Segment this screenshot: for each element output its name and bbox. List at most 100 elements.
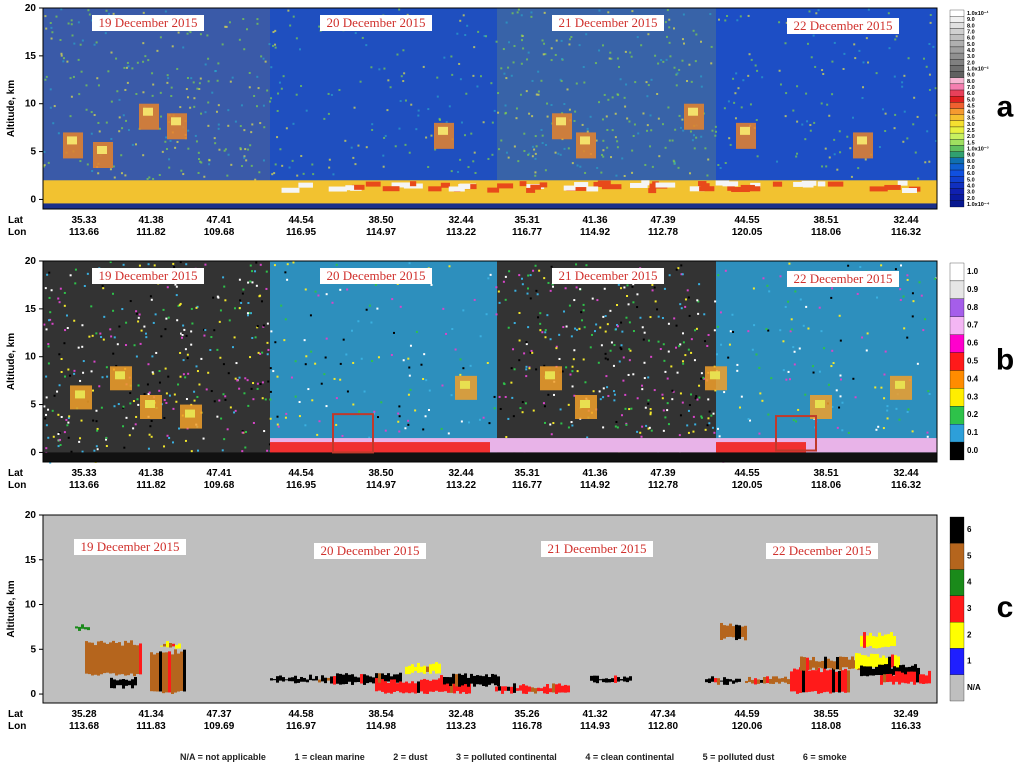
noise-speckle: [678, 114, 681, 117]
noise-speckle: [815, 12, 818, 15]
noise-speckle: [229, 80, 232, 83]
noise-speckle: [926, 431, 929, 434]
aerosol-layer: [537, 687, 540, 692]
noise-speckle: [345, 353, 348, 356]
aerosol-layer: [381, 673, 384, 685]
x-tick-lon: 109.69: [204, 721, 235, 732]
noise-speckle: [541, 39, 544, 42]
noise-speckle: [91, 389, 94, 392]
x-tick-lat: 44.55: [734, 215, 759, 226]
noise-speckle: [392, 331, 395, 334]
noise-speckle: [709, 13, 712, 16]
cloud-feature: [576, 132, 596, 159]
noise-speckle: [874, 386, 877, 389]
noise-speckle: [276, 415, 279, 418]
noise-speckle: [234, 377, 237, 380]
noise-speckle: [121, 308, 124, 311]
noise-speckle: [363, 390, 366, 393]
noise-speckle: [621, 330, 624, 333]
noise-speckle: [628, 408, 631, 411]
noise-speckle: [695, 395, 698, 398]
noise-speckle: [682, 362, 685, 365]
aerosol-layer: [890, 668, 893, 678]
aerosol-layer: [348, 674, 351, 682]
noise-speckle: [484, 35, 487, 38]
x-tick-lon: 113.66: [69, 480, 99, 491]
noise-speckle: [171, 441, 174, 444]
aerosol-layer: [586, 186, 599, 192]
colorbar-label: 8.0: [967, 79, 975, 85]
noise-speckle: [560, 422, 563, 425]
noise-speckle: [415, 128, 418, 131]
noise-speckle: [213, 137, 216, 140]
noise-speckle: [695, 136, 698, 139]
noise-speckle: [886, 405, 889, 408]
noise-speckle: [661, 397, 664, 400]
aerosol-layer: [781, 678, 784, 682]
noise-speckle: [473, 151, 476, 154]
aerosol-layer: [131, 679, 134, 689]
noise-speckle: [525, 365, 528, 368]
noise-speckle: [546, 115, 549, 118]
colorbar-swatch: [949, 169, 965, 177]
noise-speckle: [479, 335, 482, 338]
noise-speckle: [602, 426, 605, 429]
noise-speckle: [867, 8, 870, 11]
aerosol-layer: [124, 640, 127, 676]
noise-speckle: [59, 287, 62, 290]
noise-speckle: [82, 371, 85, 374]
noise-speckle: [164, 140, 167, 143]
noise-speckle: [700, 85, 703, 88]
noise-speckle: [493, 407, 496, 410]
noise-speckle: [758, 366, 761, 369]
noise-speckle: [558, 333, 561, 336]
noise-speckle: [646, 124, 649, 127]
noise-speckle: [549, 338, 552, 341]
noise-speckle: [288, 166, 291, 169]
colorbar-swatch: [949, 621, 965, 649]
noise-speckle: [636, 293, 639, 296]
noise-speckle: [62, 57, 65, 60]
aerosol-layer: [732, 626, 735, 638]
noise-speckle: [186, 357, 189, 360]
noise-speckle: [104, 32, 107, 35]
noise-speckle: [520, 14, 523, 17]
noise-speckle: [83, 284, 86, 287]
noise-speckle: [187, 372, 190, 375]
noise-speckle: [554, 53, 557, 56]
noise-speckle: [560, 80, 563, 83]
noise-speckle: [884, 112, 887, 115]
noise-speckle: [828, 114, 831, 117]
noise-speckle: [158, 174, 161, 177]
aerosol-layer: [863, 666, 866, 676]
noise-speckle: [368, 436, 371, 439]
noise-speckle: [73, 372, 76, 375]
noise-speckle: [339, 288, 342, 291]
noise-speckle: [430, 283, 433, 286]
noise-speckle: [681, 273, 684, 276]
aerosol-layer: [281, 187, 300, 193]
aerosol-layer: [858, 653, 861, 669]
noise-speckle: [558, 357, 561, 360]
noise-speckle: [438, 118, 441, 121]
noise-speckle: [287, 9, 290, 12]
aerosol-layer: [382, 186, 400, 192]
date-label: 22 December 2015: [794, 18, 893, 33]
noise-speckle: [110, 335, 113, 338]
noise-speckle: [255, 261, 258, 264]
aerosol-layer: [735, 624, 738, 641]
noise-speckle: [204, 111, 207, 114]
aerosol-layer: [793, 668, 796, 692]
noise-speckle: [542, 53, 545, 56]
aerosol-layer: [321, 675, 324, 682]
aerosol-layer: [902, 187, 917, 193]
aerosol-layer: [87, 627, 90, 631]
noise-speckle: [142, 154, 145, 157]
plot-frame: [42, 260, 938, 463]
noise-speckle: [173, 393, 176, 396]
noise-speckle: [243, 392, 246, 395]
noise-speckle: [907, 408, 910, 411]
y-axis-label: Altitude, km: [6, 333, 17, 390]
cloud-feature: [684, 103, 704, 130]
colorbar-label: 0.6: [967, 339, 979, 348]
